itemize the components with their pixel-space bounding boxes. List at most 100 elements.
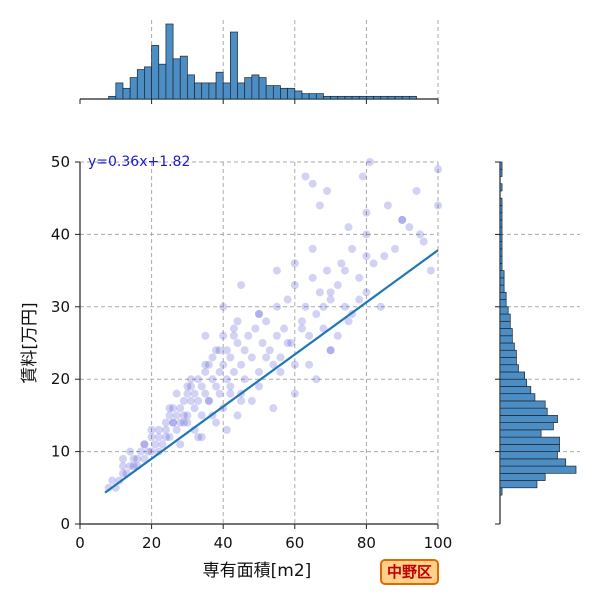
x-tick-label: 0	[75, 534, 85, 552]
scatter-point	[258, 339, 267, 347]
scatter-point	[283, 339, 292, 347]
scatter-point	[140, 440, 149, 449]
scatter-point	[326, 295, 335, 304]
scatter-point	[219, 331, 228, 340]
right-hist-bar	[499, 277, 505, 286]
grid-lines	[80, 161, 439, 524]
scatter-point	[186, 396, 195, 405]
scatter-point	[247, 353, 256, 362]
scatter-point	[308, 244, 317, 253]
top-hist-bar	[380, 95, 389, 100]
scatter-point	[140, 440, 149, 449]
scatter-point	[215, 367, 224, 376]
x-tick-label: 40	[214, 534, 233, 552]
right-hist-bar	[499, 407, 548, 416]
top-hist-bar	[187, 74, 195, 100]
scatter-point	[169, 404, 178, 413]
scatter-point	[226, 389, 235, 398]
scatter-point	[204, 396, 213, 405]
top-hist-bar	[308, 93, 317, 100]
right-hist-bar	[499, 378, 528, 387]
scatter-point	[222, 425, 231, 434]
y-axis-title: 賃料[万円]	[20, 302, 40, 383]
scatter-point	[186, 382, 195, 391]
scatter-point	[237, 396, 246, 405]
top-hist-bar	[358, 95, 367, 100]
scatter-point	[215, 389, 224, 398]
scatter-point	[269, 404, 278, 413]
right-hist-bar	[499, 487, 503, 496]
scatter-point	[290, 281, 299, 290]
x-tick-label: 60	[285, 534, 304, 552]
y-tick-label: 10	[51, 443, 70, 461]
right-hist-bar	[499, 364, 519, 373]
top-hist-bar	[208, 82, 217, 100]
scatter-point	[272, 266, 281, 275]
scatter-point	[312, 375, 321, 384]
scatter-point	[126, 462, 135, 471]
axes	[79, 162, 438, 525]
scatter-point	[179, 396, 188, 405]
scatter-point	[215, 346, 224, 355]
scatter-point	[308, 273, 317, 282]
scatter-point	[362, 208, 371, 217]
scatter-point	[255, 382, 263, 391]
y-marginal-histogram	[495, 161, 580, 525]
scatter-point	[147, 425, 156, 434]
scatter-point	[172, 425, 181, 434]
scatter-point	[118, 454, 127, 463]
scatter-point	[326, 346, 335, 355]
scatter-point	[201, 367, 210, 376]
scatter-point	[154, 425, 163, 434]
scatter-point	[179, 411, 188, 420]
scatter-point	[165, 404, 174, 413]
scatter-point	[315, 201, 324, 210]
top-hist-bar	[165, 23, 174, 100]
scatter-point	[176, 440, 185, 449]
top-hist-bar	[215, 71, 224, 100]
scatter-point	[365, 158, 374, 166]
scatter-point	[434, 165, 442, 174]
scatter-point	[337, 259, 346, 268]
top-hist-bar	[129, 77, 138, 100]
top-hist-bar	[294, 90, 303, 100]
right-hist-bar	[499, 400, 546, 409]
scatter-point	[297, 324, 306, 333]
scatter-point	[201, 331, 210, 340]
top-hist-bar	[409, 95, 417, 100]
scatter-point	[129, 462, 138, 471]
scatter-point	[237, 281, 246, 290]
top-hist-bar	[237, 82, 246, 100]
scatter-point	[323, 266, 332, 275]
right-hist-bar	[499, 342, 515, 351]
right-hist-bar	[499, 422, 554, 431]
top-hist-bar	[265, 85, 274, 100]
right-hist-bar	[499, 386, 532, 395]
scatter-point	[358, 172, 367, 181]
top-hist-bar	[272, 85, 281, 100]
top-hist-bar	[115, 82, 124, 100]
scatter-point	[154, 433, 163, 442]
scatter-point	[426, 266, 435, 275]
scatter-point	[376, 302, 385, 311]
right-hist-bar	[499, 284, 505, 293]
scatter-point	[194, 433, 203, 442]
right-hist-bar	[499, 451, 558, 460]
right-hist-bar	[499, 328, 513, 337]
scatter-point	[398, 215, 407, 224]
top-hist-bar	[387, 95, 396, 100]
scatter-point	[369, 259, 378, 268]
scatter-point	[255, 310, 263, 319]
top-hist-bar	[108, 95, 117, 100]
x-tick-label: 80	[357, 534, 376, 552]
scatter-point	[172, 389, 181, 398]
scatter-point	[194, 375, 203, 384]
scatter-point	[362, 288, 371, 297]
scatter-point	[165, 433, 174, 442]
scatter-point	[247, 396, 256, 405]
right-hist-bar	[499, 183, 503, 192]
scatter-point	[272, 302, 281, 311]
scatter-point	[305, 360, 314, 369]
top-hist-bar	[244, 77, 253, 100]
